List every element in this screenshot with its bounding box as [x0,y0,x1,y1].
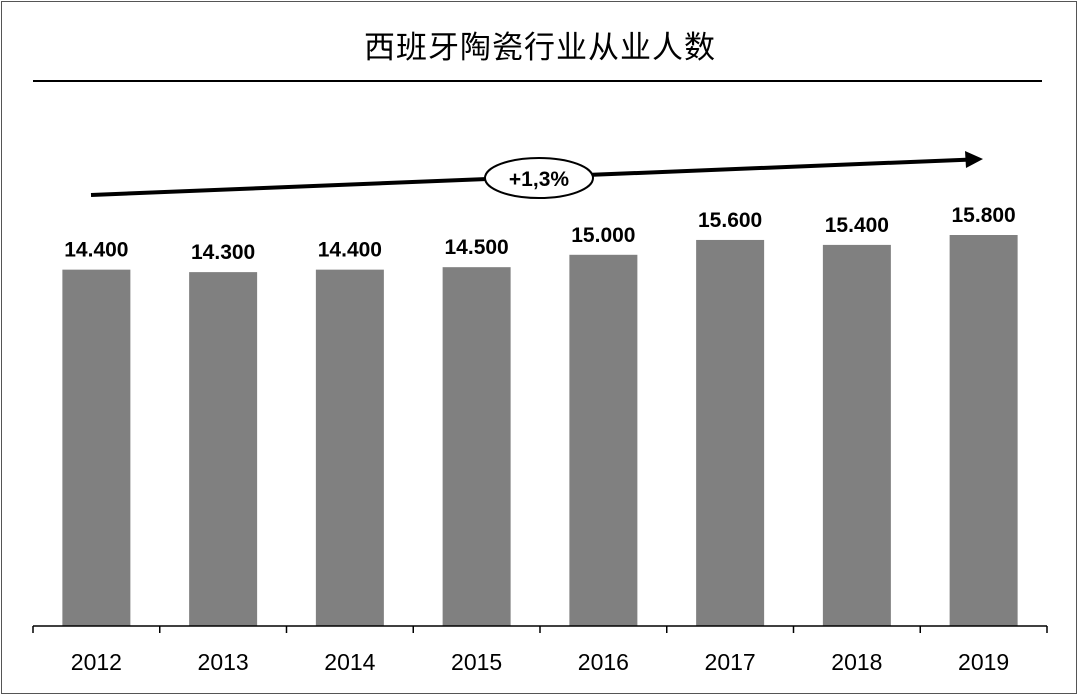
value-label-2015: 14.500 [445,236,509,259]
x-axis: 2012 2013 2014 2015 2016 2017 2018 2019 [32,625,1048,675]
trend-annotation: +1,3% [90,151,983,199]
bar-2017 [696,239,765,626]
value-label-2016: 15.000 [571,224,635,247]
bar-group: 14.400 14.300 14.400 14.500 15.000 15.600 15.4… [62,204,1018,626]
title-divider [33,80,1042,82]
bar-2016 [569,254,638,626]
value-label-2018: 15.400 [825,214,889,237]
x-tick-label-2013: 2013 [198,649,249,675]
x-tick-label-2017: 2017 [705,649,756,675]
x-tick-label-2014: 2014 [324,649,375,675]
bar-2013 [189,272,258,626]
bar-2019 [949,235,1018,626]
x-tick-label-2019: 2019 [958,649,1009,675]
x-tick-label-2015: 2015 [451,649,502,675]
trend-arrow-head [965,151,983,168]
bar-2015 [442,267,511,626]
bar-2012 [62,269,131,626]
growth-label: +1,3% [509,168,569,191]
bar-2018 [822,244,891,626]
x-tick-label-2018: 2018 [831,649,882,675]
value-label-2014: 14.400 [318,239,382,262]
value-label-2012: 14.400 [64,239,128,262]
value-label-2019: 15.800 [952,204,1016,227]
x-tick-label-2016: 2016 [578,649,629,675]
value-label-2013: 14.300 [191,241,255,264]
chart-title: 西班牙陶瓷行业从业人数 [364,30,716,66]
growth-badge [484,157,594,199]
value-label-2017: 15.600 [698,209,762,232]
bar-2014 [315,269,384,626]
x-tick-label-2012: 2012 [71,649,122,675]
